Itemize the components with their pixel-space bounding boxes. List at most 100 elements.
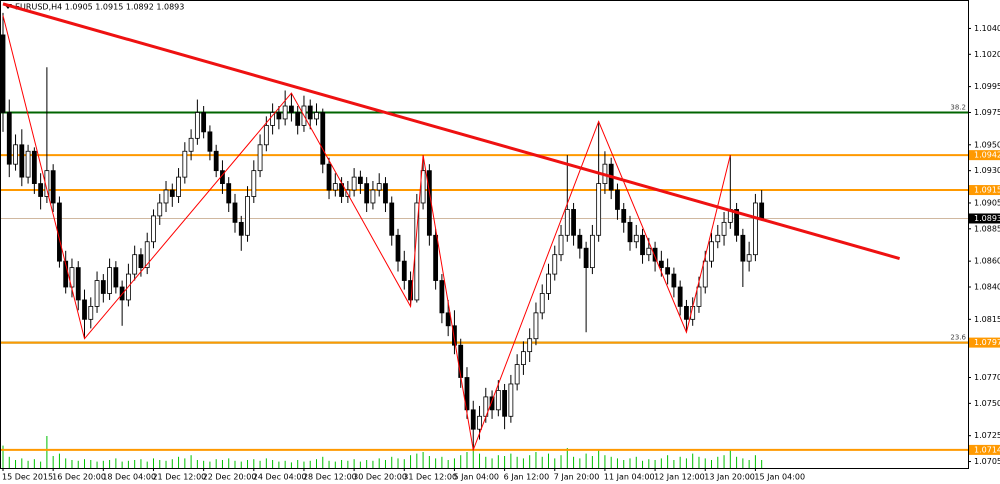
volume-bar <box>316 459 317 468</box>
candle-body <box>263 125 269 146</box>
volume-bar <box>21 458 23 468</box>
candle-body <box>107 267 112 294</box>
volume-bar <box>742 458 744 468</box>
volume-bar <box>278 461 280 468</box>
price-box-label: 1.0714 <box>974 445 1000 454</box>
candle-body <box>564 209 570 236</box>
candle-body <box>439 280 445 314</box>
volume-bar <box>598 450 600 468</box>
volume-bar <box>341 460 343 468</box>
volume-bar <box>497 455 499 468</box>
volume-bar <box>453 458 455 468</box>
volume-bar <box>171 459 173 468</box>
candle-body <box>94 280 100 307</box>
x-tick-label: 5 Jan 04:00 <box>453 473 499 482</box>
volume-bar <box>77 460 79 468</box>
candle-body <box>552 254 558 275</box>
x-tick-label: 7 Jan 20:00 <box>554 473 600 482</box>
candle-body <box>596 183 602 236</box>
volume-bar <box>159 460 161 468</box>
candle-body <box>665 267 671 275</box>
y-tick-label: 1.0815 <box>974 315 1000 324</box>
candle-body <box>226 183 232 204</box>
y-tick-label: 1.0995 <box>974 82 1000 91</box>
candle-body <box>753 202 758 256</box>
volume-bar <box>2 445 4 468</box>
candle-body <box>194 112 200 139</box>
candle-body <box>577 234 583 249</box>
candle-body <box>615 189 620 210</box>
price-box-label: 1.0797 <box>974 338 1000 347</box>
volume-bar <box>165 460 167 468</box>
volume-bar <box>65 458 67 468</box>
volume-bar <box>303 461 305 468</box>
x-tick-label: 18 Dec 04:00 <box>102 473 156 482</box>
x-tick-label: 31 Dec 12:00 <box>403 473 457 482</box>
volume-bar <box>566 448 568 468</box>
volume-bar <box>115 458 117 468</box>
candle-body <box>357 176 363 184</box>
volume-bar <box>610 456 612 468</box>
volume-bar <box>704 458 706 468</box>
y-tick-label: 1.1020 <box>974 50 1000 59</box>
candle-body <box>332 183 338 191</box>
volume-bar <box>673 460 675 468</box>
volume-bar <box>58 453 60 468</box>
candle-body <box>188 137 194 152</box>
x-tick-label: 15 Dec 2015 <box>2 473 53 482</box>
volume-bar <box>472 444 474 468</box>
volume-bar <box>33 459 35 468</box>
volume-bar <box>491 458 493 468</box>
price-box-label: 1.0915 <box>974 186 1000 195</box>
volume-bar <box>359 461 361 468</box>
candle-body <box>364 183 370 204</box>
volume-bar <box>290 462 292 468</box>
candle-body <box>571 209 576 236</box>
volume-bar <box>679 456 681 468</box>
volume-bar <box>685 458 687 468</box>
volume-bar <box>96 461 98 468</box>
volume-bar <box>146 461 148 468</box>
candle-body <box>646 247 652 256</box>
volume-bar <box>102 460 104 468</box>
candle-body <box>157 202 163 217</box>
volume-bar <box>234 460 236 468</box>
volume-bar <box>347 460 349 468</box>
volume-bar <box>648 459 650 468</box>
volume-bar <box>253 459 255 468</box>
candle-body <box>395 234 401 262</box>
volume-bar <box>616 458 618 468</box>
candle-body <box>489 396 495 411</box>
candle-body <box>671 273 677 288</box>
volume-bar <box>410 455 412 468</box>
level-label: 38.2 <box>950 103 966 111</box>
candle-body <box>207 131 213 152</box>
volume-bar <box>403 459 405 468</box>
price-box-label: 1.0942 <box>974 151 1000 160</box>
candle-body <box>376 183 382 191</box>
volume-bar <box>504 456 506 468</box>
volume-bar <box>190 455 192 468</box>
volume-bar <box>748 460 750 468</box>
y-tick-label: 1.0860 <box>974 257 1000 266</box>
x-tick-label: 15 Jan 04:00 <box>754 473 805 482</box>
volume-bar <box>284 460 286 468</box>
candle-body <box>132 254 138 275</box>
volume-bar <box>736 456 738 468</box>
candle-body <box>0 34 6 113</box>
candle-body <box>320 112 326 165</box>
volume-bar <box>247 460 249 468</box>
candle-body <box>370 189 376 204</box>
volume-bar <box>84 459 86 468</box>
candle-body <box>721 221 727 236</box>
candle-body <box>759 202 765 219</box>
volume-bar <box>541 456 543 468</box>
volume-bar <box>654 460 656 468</box>
volume-bar <box>698 456 700 468</box>
candle-body <box>245 196 250 236</box>
volume-bar <box>441 456 443 468</box>
volume-bar <box>184 458 186 468</box>
volume-bar <box>522 458 524 468</box>
candle-body <box>6 112 12 165</box>
candle-body <box>684 305 689 320</box>
